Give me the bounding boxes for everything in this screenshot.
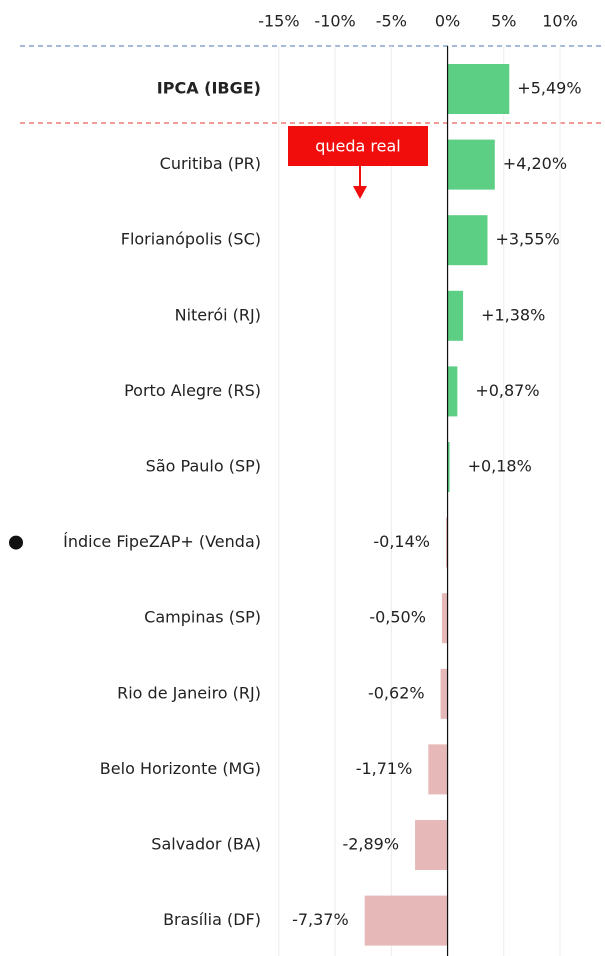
x-tick-label: -15% [258,12,299,31]
category-label: Florianópolis (SC) [121,230,261,249]
value-label: +0,18% [468,457,532,476]
category-label: São Paulo (SP) [146,457,261,476]
category-label: Rio de Janeiro (RJ) [117,683,261,702]
x-tick-label: -10% [314,12,355,31]
value-label: +5,49% [517,79,581,98]
bar [441,593,448,644]
category-label: Niterói (RJ) [175,305,261,324]
x-tick-label: -5% [376,12,407,31]
value-label: -0,62% [368,683,425,702]
x-tick-label: 5% [491,12,516,31]
value-label: -2,89% [342,835,399,854]
bar [447,442,450,492]
bar [415,820,448,870]
value-label: +0,87% [475,381,539,400]
x-tick-label: 10% [542,12,578,31]
value-label: -0,14% [373,532,430,551]
annotation-box [288,126,428,166]
category-label: Brasília (DF) [163,910,261,929]
value-label: -7,37% [292,910,349,929]
bar [428,744,448,795]
bullet [9,535,23,550]
bar [447,290,464,341]
category-label: Campinas (SP) [144,608,261,627]
category-label: IPCA (IBGE) [157,79,261,98]
value-label: -0,50% [369,608,426,627]
bar [445,517,448,568]
bar [447,64,510,114]
bar [440,668,448,719]
annotation-arrowhead [353,186,367,199]
bar [364,895,448,946]
bar [447,139,495,190]
annotation: queda real [315,137,401,156]
x-tick-label: 0% [435,12,460,31]
bar [447,366,458,417]
bar [447,215,488,266]
category-label: Índice FipeZAP+ (Venda) [63,532,261,551]
category-label: Salvador (BA) [151,835,261,854]
category-label: Porto Alegre (RS) [124,381,261,400]
value-label: +4,20% [503,154,567,173]
category-label: Belo Horizonte (MG) [100,759,261,778]
value-label: -1,71% [356,759,413,778]
value-label: +1,38% [481,305,545,324]
category-label: Curitiba (PR) [160,154,261,173]
value-label: +3,55% [495,230,559,249]
